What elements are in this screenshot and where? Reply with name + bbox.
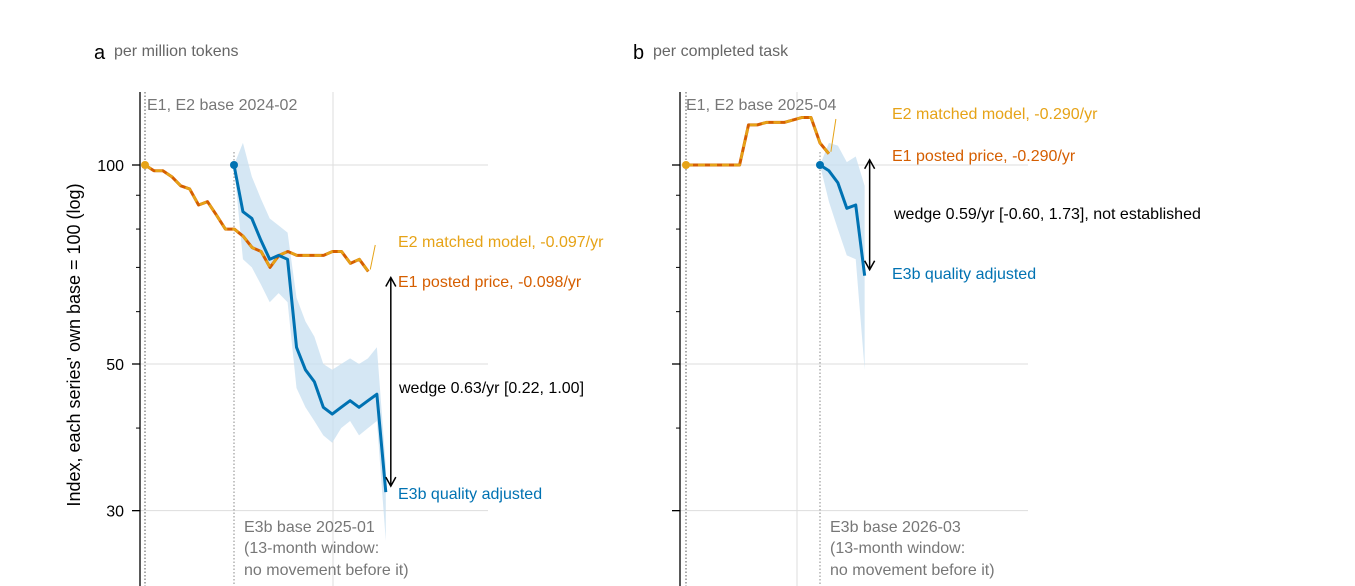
panel-b-e2-label: E2 matched model, -0.290/yr: [892, 106, 1098, 123]
series-e3b-b: [819, 163, 867, 276]
y-tick-label-2: 30: [106, 504, 124, 521]
base-dot-e3b-b: [816, 161, 824, 169]
series-e3b-a: [232, 164, 388, 493]
panel-a: a per million tokens E1, E2 base 2024-02…: [94, 42, 604, 586]
panel-b-e3b-note-2: (13-month window:: [830, 540, 965, 557]
wedge-arrowhead-top-b: [863, 158, 876, 170]
panel-b-e12-base-note: E1, E2 base 2025-04: [686, 97, 836, 114]
series-e1-b: [686, 115, 831, 167]
panel-b-subtitle: per completed task: [653, 43, 789, 60]
y-axis-label: Index, each series' own base = 100 (log): [64, 183, 84, 506]
base-dot-e12-a: [141, 161, 149, 169]
panel-a-e1-label: E1 posted price, -0.098/yr: [398, 274, 582, 291]
panel-a-e12-base-note: E1, E2 base 2024-02: [147, 97, 297, 114]
panel-b-e3b-note-3: no movement before it): [830, 562, 995, 579]
panel-a-e2-label: E2 matched model, -0.097/yr: [398, 234, 604, 251]
panel-b: b per completed task E1, E2 base 2025-04…: [633, 42, 1201, 586]
panel-a-letter: a: [94, 42, 106, 64]
y-tick-label-0: 100: [97, 158, 124, 175]
wedge-arrowhead-bottom-b: [863, 260, 876, 272]
panel-a-e3b-label: E3b quality adjusted: [398, 486, 542, 503]
panel-b-e3b-label: E3b quality adjusted: [892, 266, 1036, 283]
panel-a-wedge-label: wedge 0.63/yr [0.22, 1.00]: [398, 380, 584, 397]
e3b-band-a: [234, 142, 386, 541]
e3b-band-b: [820, 142, 865, 370]
panel-b-e1-label: E1 posted price, -0.290/yr: [892, 148, 1076, 165]
panel-b-wedge-label: wedge 0.59/yr [-0.60, 1.73], not establi…: [893, 206, 1201, 223]
panel-a-subtitle: per million tokens: [114, 43, 239, 60]
panel-a-e3b-note-1: E3b base 2025-01: [244, 519, 375, 536]
leader-e2-a: [369, 244, 376, 270]
base-dot-e12-b: [682, 161, 690, 169]
wedge-arrowhead-top-a: [385, 275, 397, 287]
wedge-arrowhead-bottom-a: [385, 476, 397, 488]
y-tick-label-1: 50: [106, 357, 124, 374]
panel-b-letter: b: [633, 42, 644, 64]
panel-a-e3b-note-3: no movement before it): [244, 562, 409, 579]
base-dot-e3b-a: [230, 161, 238, 169]
panel-b-e3b-note-1: E3b base 2026-03: [830, 519, 961, 536]
series-e2-a: [144, 163, 370, 273]
leader-e2-b: [830, 118, 837, 152]
panel-a-e3b-note-2: (13-month window:: [244, 540, 379, 557]
